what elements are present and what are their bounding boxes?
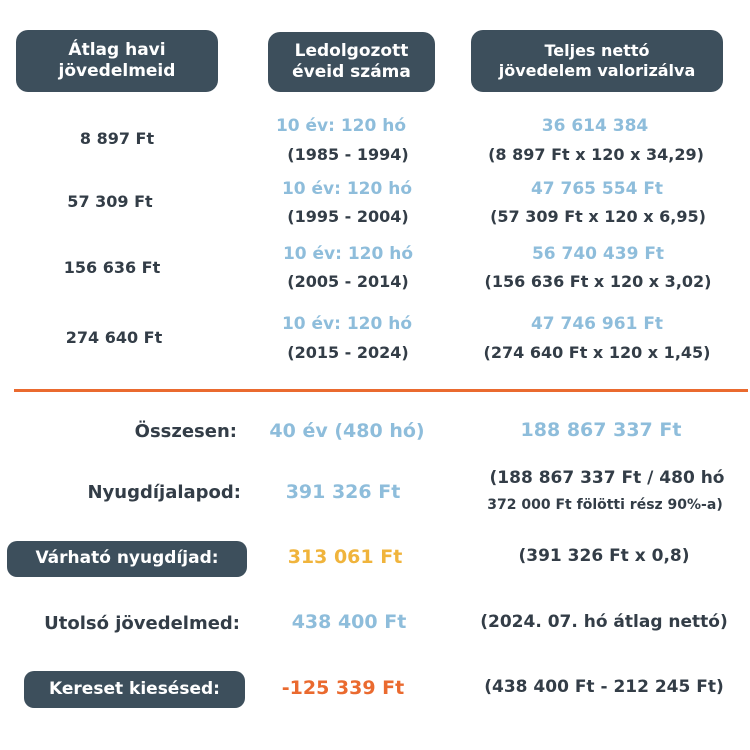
pension-base-note: (188 867 337 Ft / 480 hó	[489, 468, 725, 488]
section-divider	[14, 389, 748, 392]
row-years: 10 év: 120 hó	[275, 116, 407, 136]
row-years: 10 év: 120 hó	[281, 179, 413, 199]
row-years: 10 év: 120 hó	[281, 314, 413, 334]
row-period: (1995 - 2004)	[287, 207, 409, 226]
last-income-value: 438 400 Ft	[291, 611, 407, 633]
expected-pension-note: (391 326 Ft x 0,8)	[518, 546, 690, 566]
row-period: (2015 - 2024)	[287, 343, 409, 362]
pension-base-note2: 372 000 Ft fölötti rész 90%-a)	[487, 497, 723, 513]
row-period: (1985 - 1994)	[287, 145, 409, 164]
header-average-income-line2: jövedelmeid	[58, 61, 176, 81]
header-total-net-income-line1: Teljes nettó	[544, 41, 650, 60]
row-income: 8 897 Ft	[79, 129, 155, 148]
header-years-worked-line2: éveid száma	[292, 62, 411, 82]
row-period: (2005 - 2014)	[287, 272, 409, 291]
total-years-value: 40 év (480 hó)	[269, 420, 425, 442]
pension-base-label: Nyugdíjalapod:	[87, 482, 241, 503]
expected-pension-label: Várható nyugdíjad:	[35, 548, 219, 569]
pension-base-value: 391 326 Ft	[285, 481, 401, 503]
header-total-net-income-line2: jövedelem valorizálva	[498, 61, 696, 80]
row-calc: (57 309 Ft x 120 x 6,95)	[490, 207, 706, 226]
income-loss-label-badge: Kereset kiesésed:	[24, 671, 245, 708]
header-average-income-line1: Átlag havi	[68, 39, 166, 60]
header-years-worked-line1: Ledolgozott	[294, 40, 409, 61]
total-income-value: 188 867 337 Ft	[520, 419, 682, 441]
row-income: 274 640 Ft	[65, 328, 163, 347]
row-total: 47 765 554 Ft	[530, 179, 664, 199]
income-loss-note: (438 400 Ft - 212 245 Ft)	[484, 677, 724, 697]
row-income: 57 309 Ft	[67, 192, 153, 211]
row-total: 56 740 439 Ft	[531, 244, 665, 264]
row-total: 36 614 384	[541, 116, 649, 136]
income-loss-label: Kereset kiesésed:	[49, 678, 220, 699]
row-calc: (8 897 Ft x 120 x 34,29)	[488, 145, 704, 164]
row-income: 156 636 Ft	[63, 258, 161, 277]
expected-pension-value: 313 061 Ft	[287, 546, 403, 568]
last-income-label: Utolsó jövedelmed:	[44, 613, 240, 634]
row-total: 47 746 961 Ft	[530, 314, 664, 334]
expected-pension-label-badge: Várható nyugdíjad:	[7, 541, 247, 577]
row-calc: (274 640 Ft x 120 x 1,45)	[483, 343, 711, 362]
total-label: Összesen:	[134, 421, 237, 442]
header-years-worked: Ledolgozott éveid száma	[268, 32, 435, 92]
header-average-income: Átlag havi jövedelmeid	[16, 30, 218, 92]
income-loss-value: -125 339 Ft	[281, 677, 405, 699]
row-calc: (156 636 Ft x 120 x 3,02)	[484, 272, 712, 291]
last-income-note: (2024. 07. hó átlag nettó)	[480, 612, 728, 632]
row-years: 10 év: 120 hó	[282, 244, 414, 264]
header-total-net-income: Teljes nettó jövedelem valorizálva	[471, 30, 723, 92]
